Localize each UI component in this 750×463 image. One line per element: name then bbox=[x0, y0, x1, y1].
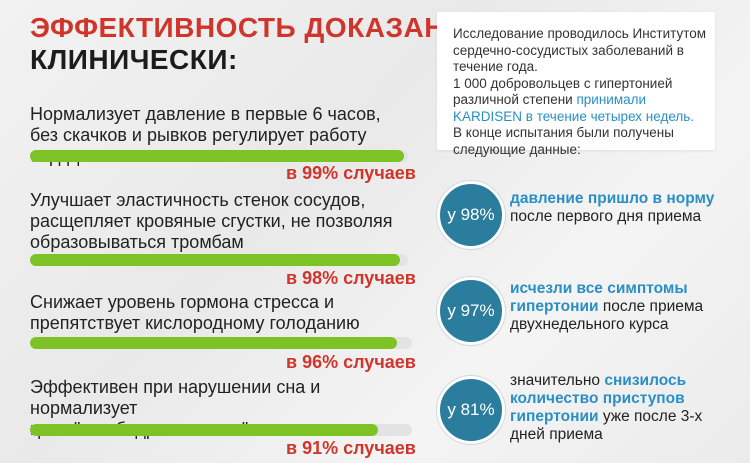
stat-text: значительно снизилось количество приступ… bbox=[510, 372, 703, 443]
progress-bar bbox=[30, 254, 408, 266]
page-subtitle: КЛИНИЧЕСКИ: bbox=[30, 44, 238, 75]
result-percent: в 99% случаев bbox=[286, 163, 416, 183]
feature-text: Снижает уровень гормона стресса и препятс… bbox=[30, 292, 360, 333]
progress-bar bbox=[30, 424, 412, 436]
stat-text: исчезли все симптомы гипертонии после пр… bbox=[510, 280, 704, 333]
stat-circle: у 97% bbox=[437, 277, 505, 345]
stat-circle: у 98% bbox=[437, 181, 505, 249]
stat-text: давление пришло в норму после первого дн… bbox=[510, 190, 715, 225]
feature-text: Улучшает эластичность стенок сосудов, рас… bbox=[30, 190, 393, 252]
progress-bar-fill bbox=[30, 150, 405, 162]
feature-item: Снижает уровень гормона стресса и препятс… bbox=[30, 292, 420, 334]
result-percent: в 98% случаев bbox=[286, 268, 416, 288]
study-info-box: Исследование проводилось Институтом серд… bbox=[437, 12, 715, 157]
feature-item: Улучшает эластичность стенок сосудов, рас… bbox=[30, 190, 420, 253]
progress-bar-fill bbox=[30, 424, 378, 436]
progress-bar bbox=[30, 337, 412, 349]
stat-circle: у 81% bbox=[437, 376, 505, 444]
page-title: ЭФФЕКТИВНОСТЬ ДОКАЗАНА bbox=[30, 12, 466, 43]
progress-bar bbox=[30, 150, 408, 162]
result-percent: в 96% случаев bbox=[286, 352, 416, 372]
result-percent: в 91% случаев bbox=[286, 438, 416, 458]
progress-bar-fill bbox=[30, 337, 397, 349]
progress-bar-fill bbox=[30, 254, 401, 266]
study-description: Исследование проводилось Институтом серд… bbox=[453, 26, 707, 157]
